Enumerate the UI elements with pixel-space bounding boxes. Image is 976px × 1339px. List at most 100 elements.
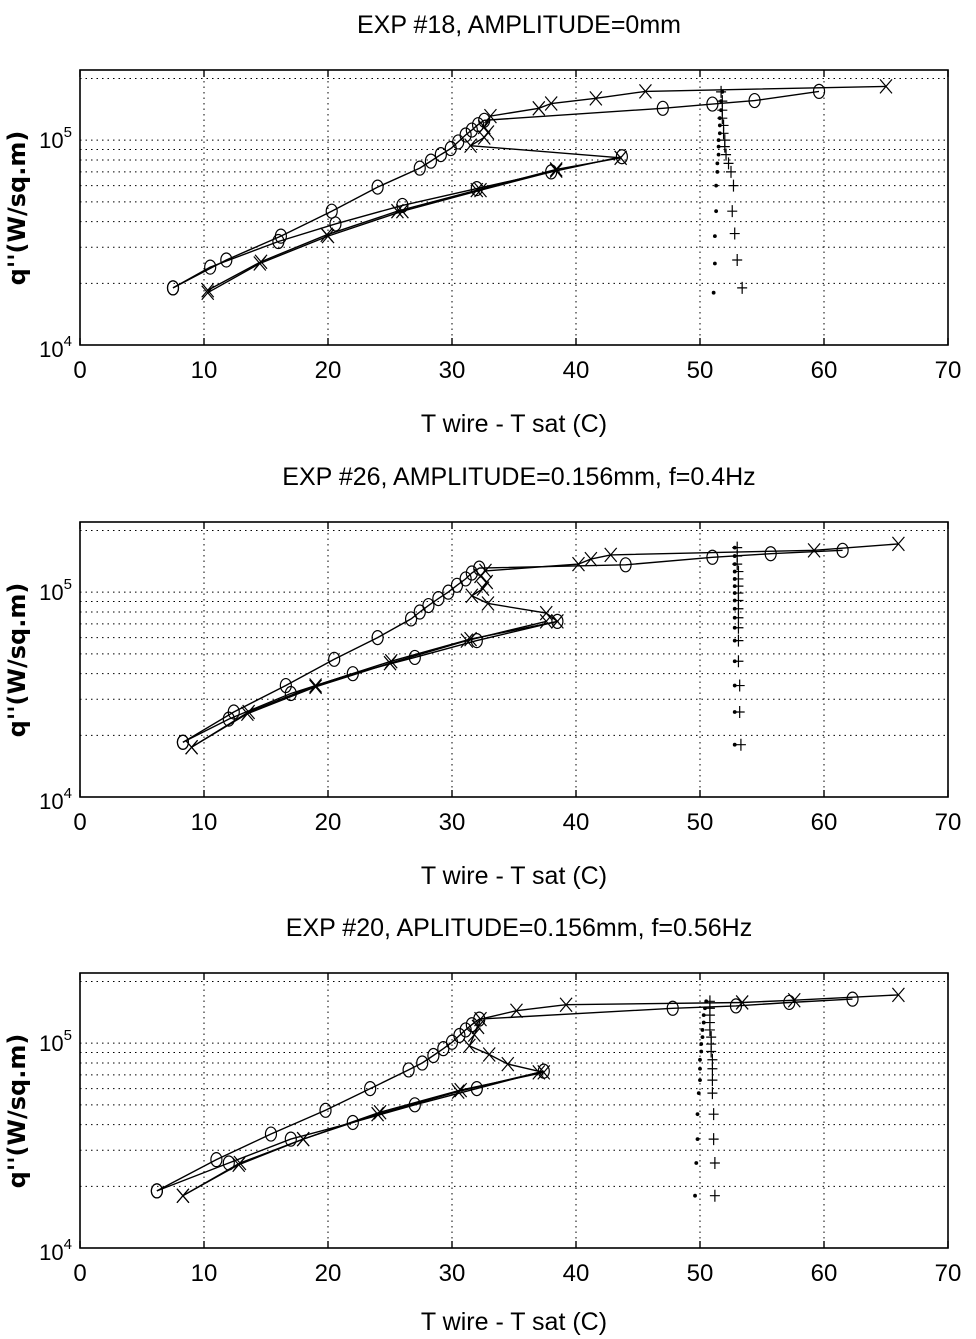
x-tick-label: 60: [811, 1260, 838, 1287]
circle-marker: [222, 711, 235, 727]
dot-marker: [716, 152, 721, 157]
plus-marker: [726, 165, 736, 178]
dot-marker: [717, 131, 722, 136]
circle-marker: [422, 597, 435, 614]
circle-marker: [416, 1055, 429, 1071]
dot-marker: [716, 144, 721, 149]
dot-marker: [698, 1066, 702, 1071]
y-tick-label: 104: [39, 1236, 72, 1265]
plot-panel-3: EXP #20, APLITUDE=0.156mm, f=0.56Hz 0 10 2…: [3, 914, 961, 1336]
circle-marker: [812, 83, 826, 99]
dot-marker: [699, 1049, 704, 1054]
x-marker: [471, 1019, 485, 1035]
dot-marker: [712, 234, 717, 239]
grid: [80, 522, 948, 798]
circle-marker: [371, 179, 384, 195]
dot-marker: [701, 1013, 706, 1018]
dot-marker: [717, 123, 722, 128]
x-marker: [467, 1027, 481, 1043]
dot-marker: [703, 1006, 707, 1011]
x-marker: [532, 100, 546, 116]
x-tick-label: 50: [687, 809, 714, 836]
circle-marker: [284, 1131, 297, 1147]
plus-marker: [728, 179, 739, 192]
y-tick-label: 105: [39, 124, 72, 153]
dot-marker: [711, 290, 716, 295]
plus-marker: [707, 1074, 718, 1087]
x-marker: [544, 96, 558, 111]
x-series-line: [191, 543, 899, 748]
x-marker: [390, 203, 404, 219]
circle-marker: [220, 252, 233, 268]
dot-marker: [699, 1042, 704, 1046]
x-axis-ticks: 0 10 20 30 40 50 60 70: [73, 70, 961, 384]
x-marker: [321, 228, 335, 244]
circle-marker: [264, 1126, 278, 1142]
x-marker: [470, 182, 484, 198]
y-axis-label: q''(W/sq.m): [3, 1034, 31, 1189]
x-tick-label: 20: [315, 1260, 342, 1287]
dot-marker: [700, 1028, 705, 1032]
circle-marker: [166, 280, 180, 296]
circle-marker: [666, 1000, 679, 1016]
plot-panel-2: EXP #26, AMPLITUDE=0.156mm, f=0.4Hz 0 10 2…: [3, 463, 961, 890]
x-marker: [373, 1104, 387, 1120]
circle-marker: [424, 153, 438, 169]
x-axis-label: T wire - T sat (C): [421, 862, 607, 890]
x-marker: [604, 547, 618, 563]
x-marker: [638, 83, 652, 99]
circle-series-line: [182, 620, 558, 743]
y-axis-ticks: 104 105: [39, 576, 72, 814]
x-tick-label: 0: [73, 357, 86, 384]
circle-marker: [272, 233, 285, 250]
circle-marker: [836, 542, 849, 558]
y-tick-label: 105: [39, 1027, 72, 1056]
circle-marker: [729, 998, 743, 1014]
dot-marker: [732, 591, 737, 595]
grid: [80, 70, 948, 346]
x-marker: [253, 256, 267, 271]
x-marker: [589, 90, 603, 106]
y-axis-ticks: 104 105: [39, 1027, 72, 1265]
plus-marker: [719, 134, 730, 147]
x-marker: [891, 987, 905, 1003]
circle-marker: [346, 1114, 359, 1131]
x-tick-label: 0: [73, 1260, 86, 1287]
plus-marker: [727, 205, 738, 218]
dot-marker: [715, 169, 720, 174]
dot-marker: [732, 569, 737, 574]
dot-marker: [716, 138, 721, 143]
circle-marker: [453, 1027, 466, 1044]
x-marker: [462, 1038, 476, 1054]
dot-marker: [695, 1137, 700, 1142]
circle-marker: [846, 991, 859, 1007]
circle-marker: [329, 216, 342, 232]
x-tick-label: 30: [439, 357, 466, 384]
x-marker: [549, 161, 563, 177]
plot-title: EXP #18, AMPLITUDE=0mm: [357, 11, 681, 39]
grid: [80, 973, 948, 1249]
x-marker: [584, 551, 598, 567]
x-tick-label: 40: [563, 809, 590, 836]
x-marker: [395, 203, 409, 219]
x-marker: [309, 679, 323, 695]
plus-marker: [737, 281, 748, 294]
plus-marker: [723, 157, 734, 170]
circle-marker: [204, 259, 217, 275]
x-tick-label: 40: [563, 1260, 590, 1287]
circle-marker: [319, 1102, 332, 1118]
x-marker: [787, 992, 801, 1008]
dot-marker: [732, 659, 737, 664]
circle-marker: [706, 96, 719, 112]
series-group: [176, 536, 905, 755]
x-tick-label: 50: [687, 357, 714, 384]
circle-series-line: [182, 549, 843, 743]
x-series-line: [182, 1071, 539, 1197]
circle-marker: [434, 147, 447, 163]
dot-marker: [732, 615, 737, 620]
x-marker: [549, 163, 563, 179]
dot-marker: [732, 577, 737, 581]
x-marker: [482, 1047, 496, 1062]
dot-marker: [732, 625, 737, 630]
dot-marker: [732, 710, 737, 714]
